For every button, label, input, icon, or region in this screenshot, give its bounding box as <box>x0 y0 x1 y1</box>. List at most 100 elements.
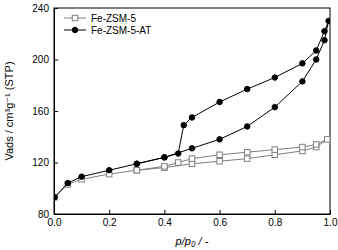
tick-label: 80 <box>38 209 50 220</box>
point-group <box>300 61 306 67</box>
data-point <box>244 156 250 162</box>
data-point <box>300 61 306 67</box>
legend-marker <box>72 15 78 21</box>
point-group <box>244 149 250 155</box>
point-group <box>244 86 250 92</box>
point-group <box>189 146 195 152</box>
tick: 0.4 <box>158 210 172 228</box>
plot-frame <box>54 8 330 214</box>
point-group <box>162 155 168 161</box>
data-point <box>217 152 223 158</box>
data-point <box>189 156 195 162</box>
point-group <box>300 79 306 85</box>
legend-marker <box>72 27 78 33</box>
point-group <box>326 18 330 24</box>
point-group <box>313 57 319 63</box>
point-group <box>272 75 278 81</box>
tick-label: 0.4 <box>158 217 172 228</box>
point-group <box>300 144 306 150</box>
point-group <box>272 147 278 153</box>
point-group <box>162 164 168 170</box>
point-group <box>134 161 140 167</box>
tick: 1.0 <box>324 210 338 228</box>
tick: 120 <box>32 157 58 168</box>
tick-label: 1.0 <box>324 217 338 228</box>
point-group <box>324 137 330 143</box>
x-axis-title: p/p₀ / - <box>175 235 209 247</box>
data-point <box>181 122 187 128</box>
data-point <box>313 57 319 63</box>
point-group <box>313 48 319 54</box>
data-point <box>162 155 168 161</box>
point-group <box>244 124 250 130</box>
point-group <box>244 156 250 162</box>
point-group <box>175 151 181 157</box>
data-point <box>322 28 328 34</box>
point-group <box>106 167 112 173</box>
point-group <box>272 104 278 110</box>
point-group <box>217 99 223 105</box>
tick-mark <box>54 8 58 9</box>
x-axis: 0.00.20.40.60.81.0 <box>48 210 338 228</box>
point-group <box>134 161 140 167</box>
tick-label: 0.2 <box>103 217 117 228</box>
legend-label: Fe-ZSM-5-AT <box>91 25 151 36</box>
data-point <box>175 160 181 166</box>
data-point <box>134 167 140 173</box>
point-group <box>134 167 140 173</box>
data-point <box>189 146 195 152</box>
data-layer <box>54 18 330 200</box>
data-point <box>54 195 57 201</box>
data-point <box>175 151 181 157</box>
data-point <box>313 48 319 54</box>
data-point <box>134 161 140 167</box>
point-group <box>175 160 181 166</box>
data-point <box>134 167 140 173</box>
tick-mark <box>330 210 331 214</box>
data-point <box>244 86 250 92</box>
point-group <box>54 195 57 201</box>
data-point <box>65 180 71 186</box>
series-line <box>55 139 328 197</box>
tick: 200 <box>32 54 58 65</box>
data-point <box>217 137 223 143</box>
data-point <box>162 164 168 170</box>
point-group <box>134 167 140 173</box>
tick-label: 0.8 <box>268 217 282 228</box>
point-group <box>313 142 319 148</box>
tick: 80 <box>38 209 58 220</box>
legend-entry: Fe-ZSM-5 <box>64 13 136 24</box>
tick: 0.8 <box>268 210 282 228</box>
tick-label: 160 <box>32 106 49 117</box>
data-point <box>217 158 223 164</box>
legend-marker-group <box>72 27 78 33</box>
point-group <box>217 137 223 143</box>
legend-entry: Fe-ZSM-5-AT <box>64 25 151 36</box>
point-group <box>217 152 223 158</box>
data-point <box>326 18 330 24</box>
legend-label: Fe-ZSM-5 <box>91 13 136 24</box>
data-point <box>134 161 140 167</box>
plot-area: 0.00.20.40.60.81.080120160200240Fe-ZSM-5… <box>32 3 338 228</box>
data-point <box>324 137 330 143</box>
data-point <box>272 104 278 110</box>
data-point <box>244 124 250 130</box>
point-group <box>162 155 168 161</box>
data-point <box>106 167 112 173</box>
point-group <box>65 180 71 186</box>
point-group <box>322 28 328 34</box>
chart: 0.00.20.40.60.81.080120160200240Fe-ZSM-5… <box>0 0 338 250</box>
tick: 160 <box>32 106 58 117</box>
tick-mark <box>275 210 276 214</box>
tick: 240 <box>32 3 58 14</box>
legend-marker-group <box>72 15 78 21</box>
tick-label: 200 <box>32 54 49 65</box>
series-line <box>55 21 329 197</box>
axis-line <box>55 214 331 215</box>
tick-mark <box>54 60 58 61</box>
point-group <box>322 37 328 43</box>
point-group <box>181 122 187 128</box>
tick-mark <box>54 163 58 164</box>
data-point <box>217 99 223 105</box>
tick-label: 0.0 <box>48 217 62 228</box>
